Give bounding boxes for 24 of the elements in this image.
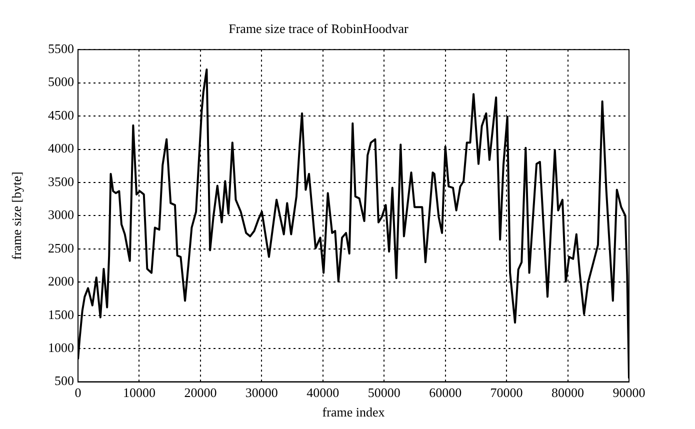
y-tick-label: 500	[54, 373, 74, 388]
chart-title: Frame size trace of RobinHoodvar	[228, 21, 410, 36]
x-tick-label: 0	[74, 385, 82, 400]
y-tick-label: 1500	[48, 306, 74, 322]
x-tick-label: 60000	[429, 385, 462, 400]
y-tick-label: 1000	[48, 340, 74, 355]
y-tick-label: 3000	[48, 207, 74, 222]
y-axis-title: frame size [byte]	[9, 172, 24, 260]
y-tick-label: 3500	[48, 174, 74, 189]
x-tick-label: 80000	[552, 385, 584, 400]
y-tick-label: 4500	[48, 107, 74, 122]
x-tick-label: 30000	[245, 385, 278, 400]
x-tick-label: 10000	[122, 385, 156, 400]
x-tick-label: 90000	[612, 385, 646, 400]
x-tick-label: 20000	[184, 385, 217, 400]
x-tick-label: 40000	[306, 385, 340, 400]
y-tick-label: 5500	[48, 41, 74, 56]
x-axis-title: frame index	[322, 404, 386, 420]
x-tick-label: 50000	[368, 385, 400, 400]
y-tick-label: 4000	[48, 140, 74, 156]
y-tick-label: 2000	[48, 274, 74, 289]
x-tick-label: 70000	[490, 385, 523, 400]
y-tick-label: 5000	[48, 74, 74, 90]
y-tick-label: 2500	[48, 240, 74, 256]
